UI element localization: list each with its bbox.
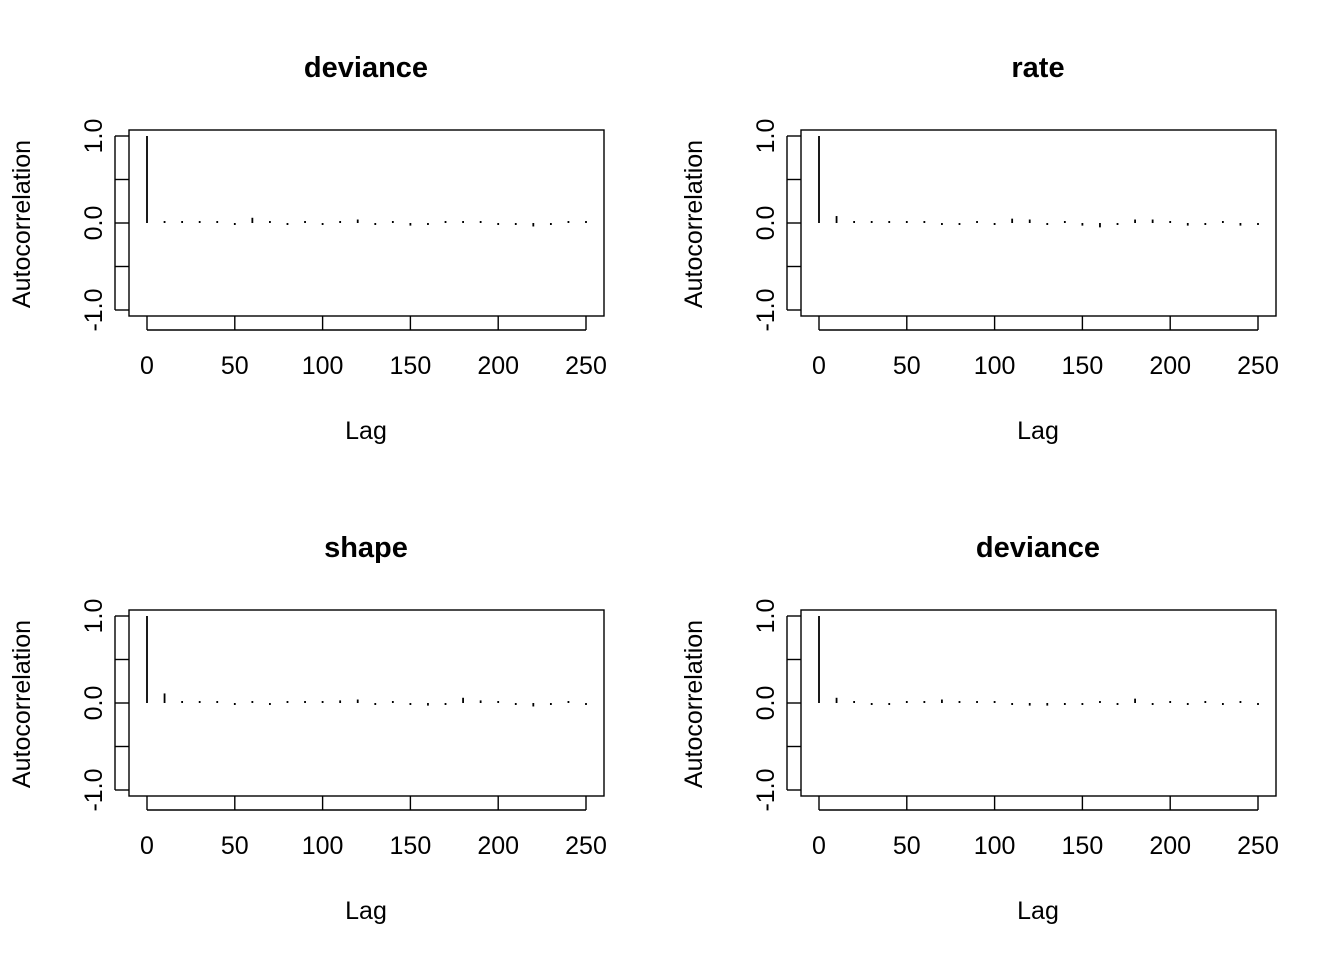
acf-bars — [818, 616, 1259, 706]
x-axis: 0 50 100 150 200 250 — [812, 796, 1279, 860]
y-tick-label: -1.0 — [752, 768, 780, 811]
x-tick-label: 200 — [477, 832, 519, 860]
y-tick-label: -1.0 — [80, 768, 108, 811]
y-axis-label: Autocorrelation — [680, 620, 708, 788]
x-axis-label: Lag — [1017, 897, 1059, 925]
x-tick-label: 100 — [974, 832, 1016, 860]
x-tick-label: 250 — [1237, 832, 1279, 860]
y-axis-label: Autocorrelation — [680, 140, 708, 308]
x-tick-label: 100 — [974, 352, 1016, 380]
y-tick-label: 1.0 — [752, 599, 780, 634]
panel-title: rate — [1011, 52, 1064, 84]
y-axis-label: Autocorrelation — [8, 620, 36, 788]
y-tick-label: -1.0 — [752, 288, 780, 331]
x-tick-label: 150 — [390, 352, 432, 380]
panel-title: deviance — [304, 52, 428, 84]
x-tick-label: 250 — [565, 352, 607, 380]
x-axis-label: Lag — [345, 417, 387, 445]
y-tick-label: 1.0 — [752, 119, 780, 154]
acf-panel: deviance Autocorrelation Lag -1.00.01.0 … — [8, 52, 607, 445]
y-axis: -1.0 0.0 1.0 — [80, 119, 129, 332]
x-axis: 0 50 100 150 200 250 — [812, 316, 1279, 380]
acf-panel: rate Autocorrelation Lag -1.0 0.0 1.0 0 50 1… — [680, 52, 1279, 445]
x-tick-label: 250 — [1237, 352, 1279, 380]
y-tick-label: 1.0 — [80, 119, 108, 154]
y-tick-label: 0.0 — [80, 206, 108, 241]
x-axis-label: Lag — [345, 897, 387, 925]
x-tick-label: 250 — [565, 832, 607, 860]
x-tick-label: 50 — [221, 352, 249, 380]
x-tick-label: 100 — [302, 352, 344, 380]
x-tick-label: 100 — [302, 832, 344, 860]
acf-bars — [818, 136, 1259, 228]
x-tick-label: 150 — [390, 832, 432, 860]
panel-title: deviance — [976, 532, 1100, 564]
y-axis-label: Autocorrelation — [8, 140, 36, 308]
x-tick-label: 50 — [893, 832, 921, 860]
x-tick-label: 200 — [1149, 352, 1191, 380]
y-axis: -1.0 0.0 1.0 — [80, 599, 129, 812]
x-tick-label: 150 — [1062, 832, 1104, 860]
y-axis: -1.0 0.0 1.0 — [752, 119, 801, 332]
y-axis: -1.0 0.0 1.0 — [752, 599, 801, 812]
y-tick-label: 1.0 — [80, 599, 108, 634]
x-axis: 0 50 100 150 200 250 — [140, 316, 607, 380]
y-tick-label: 0.0 — [752, 206, 780, 241]
acf-bars — [146, 616, 587, 707]
acf-panel: shape Autocorrelation Lag -1.0 0.0 1.0 0 50… — [8, 532, 607, 925]
acf-bars — [146, 136, 587, 227]
x-tick-label: 0 — [140, 832, 154, 860]
y-tick-label: 0.0 — [80, 686, 108, 721]
x-tick-label: 50 — [893, 352, 921, 380]
x-tick-label: 0 — [812, 832, 826, 860]
x-tick-label: 0 — [812, 352, 826, 380]
x-tick-label: 0 — [140, 352, 154, 380]
panel-title: shape — [324, 532, 408, 564]
x-tick-label: 200 — [477, 352, 519, 380]
x-axis-label: Lag — [1017, 417, 1059, 445]
y-tick-label: 0.0 — [752, 686, 780, 721]
y-tick-label: -1.0 — [80, 288, 108, 331]
x-tick-label: 50 — [221, 832, 249, 860]
x-tick-label: 150 — [1062, 352, 1104, 380]
acf-panel: deviance Autocorrelation Lag -1.00.01.0 … — [680, 532, 1279, 925]
x-axis: 0 50 100 150 200 250 — [140, 796, 607, 860]
x-tick-label: 200 — [1149, 832, 1191, 860]
